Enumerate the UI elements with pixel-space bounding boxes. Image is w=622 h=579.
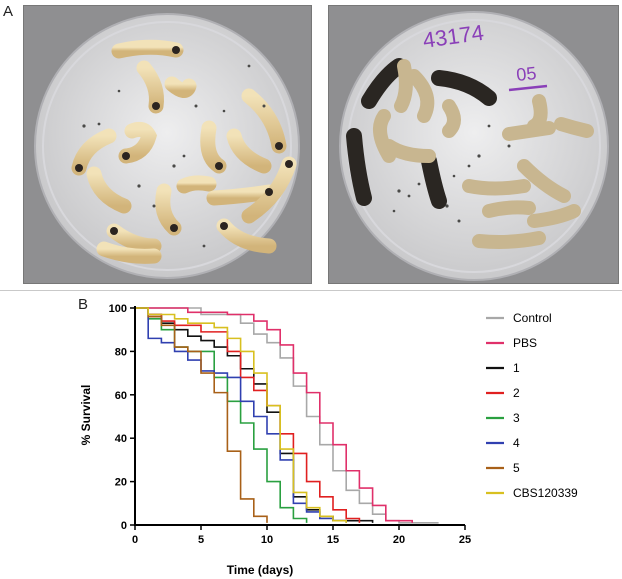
legend-label: CBS120339 bbox=[513, 486, 578, 500]
y-tick-label: 0 bbox=[121, 520, 127, 532]
x-tick-label: 10 bbox=[261, 534, 273, 546]
series-line-2 bbox=[135, 307, 361, 523]
legend-label: Control bbox=[513, 311, 552, 325]
handwritten-underline bbox=[508, 84, 548, 92]
legend-label: 4 bbox=[513, 436, 520, 450]
legend-label: 1 bbox=[513, 361, 520, 375]
x-tick-label: 5 bbox=[198, 534, 204, 546]
legend-label: 3 bbox=[513, 411, 520, 425]
x-tick-label: 25 bbox=[459, 534, 471, 546]
x-ticks: 0 5 10 15 20 25 bbox=[132, 525, 471, 546]
petri-dish-photo-control bbox=[23, 5, 312, 284]
y-tick-label: 100 bbox=[109, 303, 127, 315]
petri-dish-photo-infected: 43174 05 bbox=[328, 5, 619, 284]
panel-divider bbox=[0, 290, 622, 291]
series-lines bbox=[135, 307, 439, 524]
y-tick-label: 40 bbox=[115, 433, 127, 445]
x-tick-label: 0 bbox=[132, 534, 138, 546]
petri-dish-infected-illustration: 43174 05 bbox=[329, 6, 618, 283]
series-line-5 bbox=[135, 307, 268, 523]
legend-label: PBS bbox=[513, 336, 537, 350]
x-tick-label: 20 bbox=[393, 534, 405, 546]
handwritten-sample-code: 05 bbox=[515, 63, 537, 85]
legend-label: 5 bbox=[513, 461, 520, 475]
y-tick-label: 80 bbox=[115, 346, 127, 358]
y-ticks: 0 20 40 60 80 100 bbox=[109, 303, 135, 532]
x-axis-label: Time (days) bbox=[227, 563, 293, 577]
legend: Control PBS 1 2 3 4 5 CBS120339 bbox=[486, 311, 578, 500]
petri-dish-control-illustration bbox=[24, 6, 311, 283]
series-line-control bbox=[135, 307, 439, 524]
y-tick-label: 60 bbox=[115, 390, 127, 402]
legend-label: 2 bbox=[513, 386, 520, 400]
series-line-cbs120339 bbox=[135, 307, 347, 523]
y-tick-label: 20 bbox=[115, 477, 127, 489]
panel-label-b: B bbox=[78, 296, 89, 313]
panel-label-a: A bbox=[3, 3, 14, 20]
series-line-pbs bbox=[135, 307, 413, 523]
x-tick-label: 15 bbox=[327, 534, 339, 546]
y-axis-label: % Survival bbox=[79, 385, 93, 446]
